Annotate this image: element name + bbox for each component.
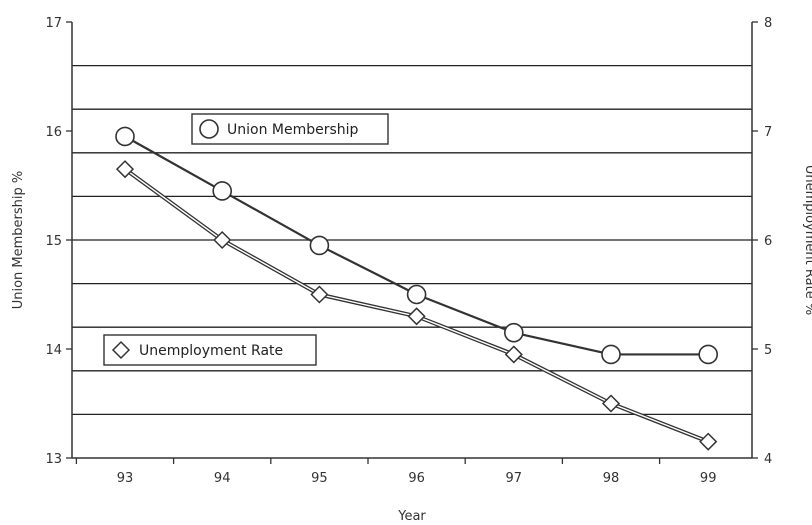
legend-unemployment-rate-marker: [111, 340, 131, 360]
right-y-tick-label: 6: [764, 234, 772, 249]
series: [115, 126, 719, 451]
left-y-tick-label: 15: [45, 234, 62, 249]
legend-union-membership: Union Membership: [191, 113, 389, 145]
union-membership-point: [601, 344, 621, 365]
right-y-tick-label: 4: [764, 452, 772, 467]
legend-unemployment-rate: Unemployment Rate: [103, 334, 317, 366]
x-tick-label: 99: [700, 471, 717, 486]
union-membership-point: [309, 235, 330, 256]
union-membership-point: [115, 126, 135, 147]
legend-union-membership-marker: [199, 119, 219, 139]
left-y-axis-label: Union Membership %: [11, 171, 26, 310]
legend-union-membership-box: [191, 113, 389, 145]
legend-union-membership-label: Union Membership: [227, 122, 359, 138]
unemployment-rate-point: [699, 432, 718, 451]
unemployment-rate-point: [115, 160, 135, 179]
right-y-tick-label: 5: [764, 343, 772, 358]
right-y-tick-label: 8: [764, 16, 772, 31]
right-y-tick-label: 7: [764, 125, 772, 140]
left-y-tick-label: 13: [45, 452, 62, 467]
unemployment-rate-point: [407, 307, 426, 326]
legends: Union Membership Unemployment Rate: [103, 113, 389, 366]
axes: 13 14 15 16 17 4 5 6 7 8 93 94 95 96 97 98 99: [45, 16, 772, 486]
unemployment-rate-point: [504, 345, 523, 364]
unemployment-rate-point: [213, 230, 232, 250]
union-membership-point: [698, 344, 719, 365]
union-membership-point: [212, 181, 232, 201]
x-tick-label: 94: [214, 471, 231, 486]
left-y-tick-label: 16: [45, 125, 62, 140]
union-membership-point: [406, 284, 427, 305]
x-tick-label: 96: [408, 471, 425, 486]
right-y-axis-label: Unemployment Rate %: [802, 165, 812, 315]
legend-unemployment-rate-box: [103, 334, 317, 366]
x-axis-label: Year: [397, 509, 426, 524]
x-tick-label: 98: [603, 471, 620, 486]
unemployment-rate-point: [310, 285, 329, 304]
x-tick-label: 95: [311, 471, 328, 486]
axis-labels: Year Union Membership % Unemployment Rat…: [11, 165, 812, 524]
grid-lines: [72, 64, 752, 416]
left-y-tick-label: 17: [45, 16, 62, 31]
left-y-tick-label: 14: [45, 343, 62, 358]
union-membership-point: [503, 322, 524, 343]
unemployment-rate-line: [123, 167, 709, 444]
x-tick-label: 93: [117, 471, 134, 486]
unemployment-rate-line-core: [124, 168, 709, 443]
legend-unemployment-rate-label: Unemployment Rate: [139, 343, 283, 359]
x-tick-label: 97: [506, 471, 523, 486]
unemployment-rate-point: [601, 394, 621, 413]
